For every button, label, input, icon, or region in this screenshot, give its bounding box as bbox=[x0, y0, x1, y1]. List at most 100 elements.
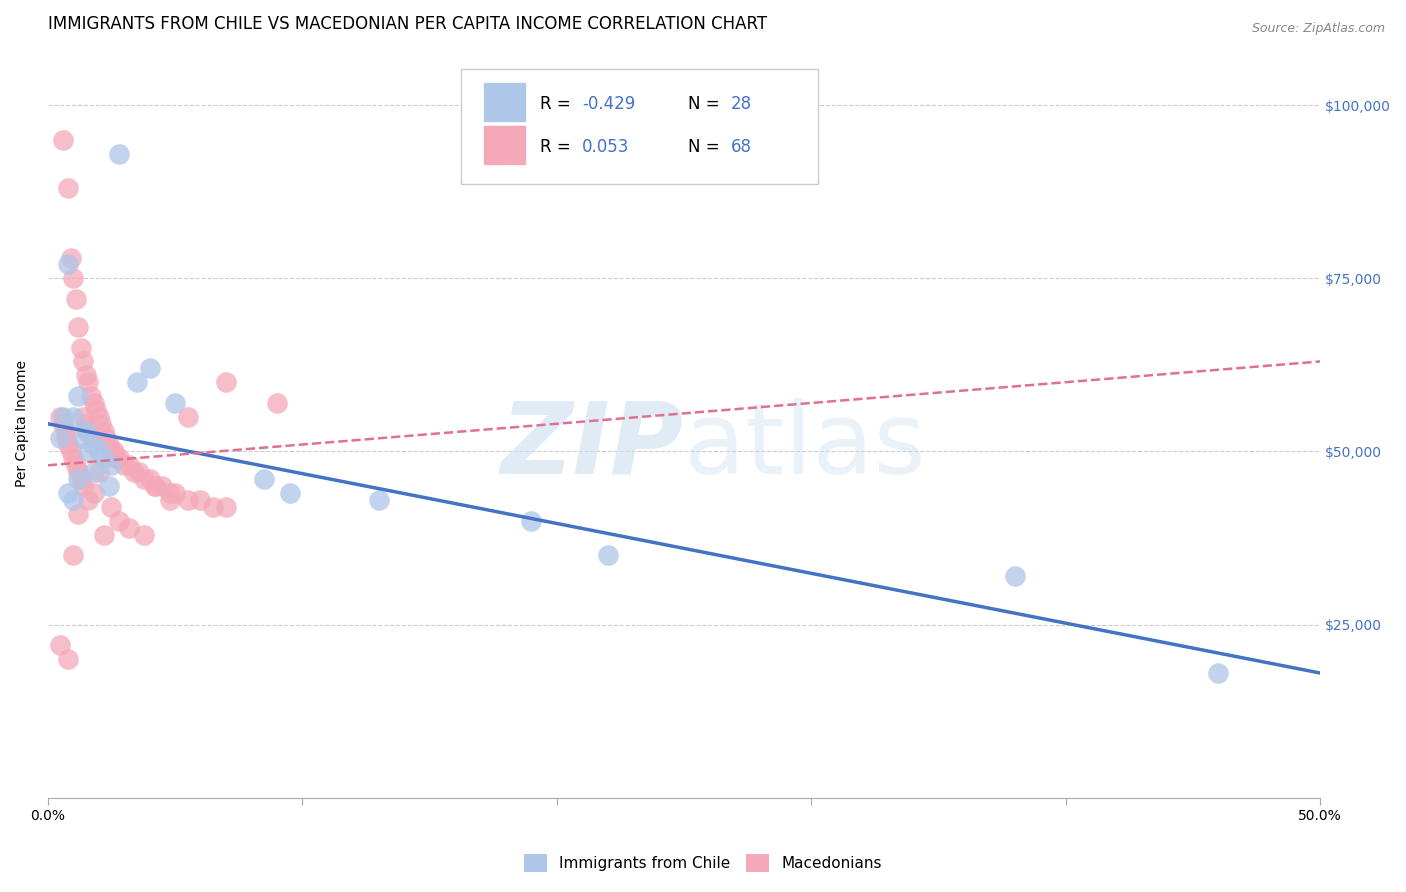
Point bbox=[67, 507, 90, 521]
Point bbox=[97, 437, 120, 451]
Point bbox=[65, 458, 87, 473]
Point bbox=[367, 492, 389, 507]
Point bbox=[266, 396, 288, 410]
Point bbox=[108, 146, 131, 161]
Point bbox=[134, 472, 156, 486]
Point bbox=[83, 465, 105, 479]
Point bbox=[49, 409, 72, 424]
Point bbox=[52, 133, 75, 147]
Point bbox=[62, 549, 84, 563]
Point bbox=[49, 638, 72, 652]
Point bbox=[118, 521, 141, 535]
Text: Source: ZipAtlas.com: Source: ZipAtlas.com bbox=[1251, 22, 1385, 36]
Point bbox=[90, 417, 112, 431]
Point bbox=[159, 492, 181, 507]
Point bbox=[52, 417, 75, 431]
Point bbox=[177, 492, 200, 507]
Text: 0.053: 0.053 bbox=[582, 138, 630, 156]
Point bbox=[80, 389, 103, 403]
Point bbox=[72, 409, 94, 424]
Point bbox=[177, 409, 200, 424]
Point bbox=[56, 652, 79, 666]
Point bbox=[159, 486, 181, 500]
Point bbox=[69, 472, 91, 486]
Point bbox=[202, 500, 225, 514]
Point bbox=[67, 465, 90, 479]
Point bbox=[138, 472, 160, 486]
Point bbox=[100, 500, 122, 514]
Text: -0.429: -0.429 bbox=[582, 95, 636, 113]
Point bbox=[56, 486, 79, 500]
Point bbox=[93, 451, 115, 466]
Y-axis label: Per Capita Income: Per Capita Income bbox=[15, 360, 30, 487]
Point bbox=[67, 319, 90, 334]
Point bbox=[108, 451, 131, 466]
Point bbox=[55, 431, 77, 445]
Point bbox=[134, 527, 156, 541]
Point bbox=[87, 444, 110, 458]
Point bbox=[67, 472, 90, 486]
Point bbox=[97, 479, 120, 493]
Point bbox=[215, 500, 238, 514]
Point bbox=[75, 368, 97, 383]
Point bbox=[596, 549, 619, 563]
Point bbox=[278, 486, 301, 500]
Point bbox=[124, 465, 146, 479]
Point bbox=[84, 403, 107, 417]
Point bbox=[105, 451, 128, 466]
Point bbox=[72, 479, 94, 493]
Text: R =: R = bbox=[540, 138, 576, 156]
Point bbox=[215, 375, 238, 389]
Point bbox=[59, 251, 82, 265]
Bar bbox=[484, 84, 524, 121]
Point bbox=[118, 458, 141, 473]
Text: IMMIGRANTS FROM CHILE VS MACEDONIAN PER CAPITA INCOME CORRELATION CHART: IMMIGRANTS FROM CHILE VS MACEDONIAN PER … bbox=[48, 15, 766, 33]
Point bbox=[103, 444, 125, 458]
Point bbox=[150, 479, 173, 493]
Text: N =: N = bbox=[688, 95, 724, 113]
Point bbox=[100, 444, 122, 458]
Point bbox=[62, 492, 84, 507]
Point bbox=[93, 527, 115, 541]
Point bbox=[77, 492, 100, 507]
Point bbox=[163, 486, 186, 500]
Point bbox=[56, 437, 79, 451]
Point bbox=[112, 458, 135, 473]
Legend: Immigrants from Chile, Macedonians: Immigrants from Chile, Macedonians bbox=[517, 846, 889, 880]
Point bbox=[56, 181, 79, 195]
Point bbox=[67, 389, 90, 403]
Point bbox=[69, 341, 91, 355]
Point bbox=[72, 354, 94, 368]
Text: 68: 68 bbox=[731, 138, 752, 156]
FancyBboxPatch shape bbox=[461, 69, 818, 185]
Point bbox=[83, 396, 105, 410]
Bar bbox=[484, 126, 524, 163]
Point bbox=[55, 424, 77, 438]
Point bbox=[62, 271, 84, 285]
Point bbox=[96, 431, 118, 445]
Text: R =: R = bbox=[540, 95, 576, 113]
Text: N =: N = bbox=[688, 138, 724, 156]
Point bbox=[62, 451, 84, 466]
Point bbox=[83, 437, 105, 451]
Point bbox=[93, 424, 115, 438]
Text: atlas: atlas bbox=[683, 398, 925, 495]
Point bbox=[143, 479, 166, 493]
Point bbox=[87, 409, 110, 424]
Point bbox=[108, 514, 131, 528]
Point bbox=[72, 431, 94, 445]
Text: 28: 28 bbox=[731, 95, 752, 113]
Point bbox=[1004, 569, 1026, 583]
Point bbox=[75, 424, 97, 438]
Point bbox=[77, 444, 100, 458]
Point bbox=[83, 486, 105, 500]
Point bbox=[128, 465, 150, 479]
Text: ZIP: ZIP bbox=[501, 398, 683, 495]
Point bbox=[75, 417, 97, 431]
Point bbox=[100, 458, 122, 473]
Point bbox=[77, 375, 100, 389]
Point bbox=[62, 409, 84, 424]
Point bbox=[190, 492, 212, 507]
Point bbox=[87, 465, 110, 479]
Point bbox=[83, 431, 105, 445]
